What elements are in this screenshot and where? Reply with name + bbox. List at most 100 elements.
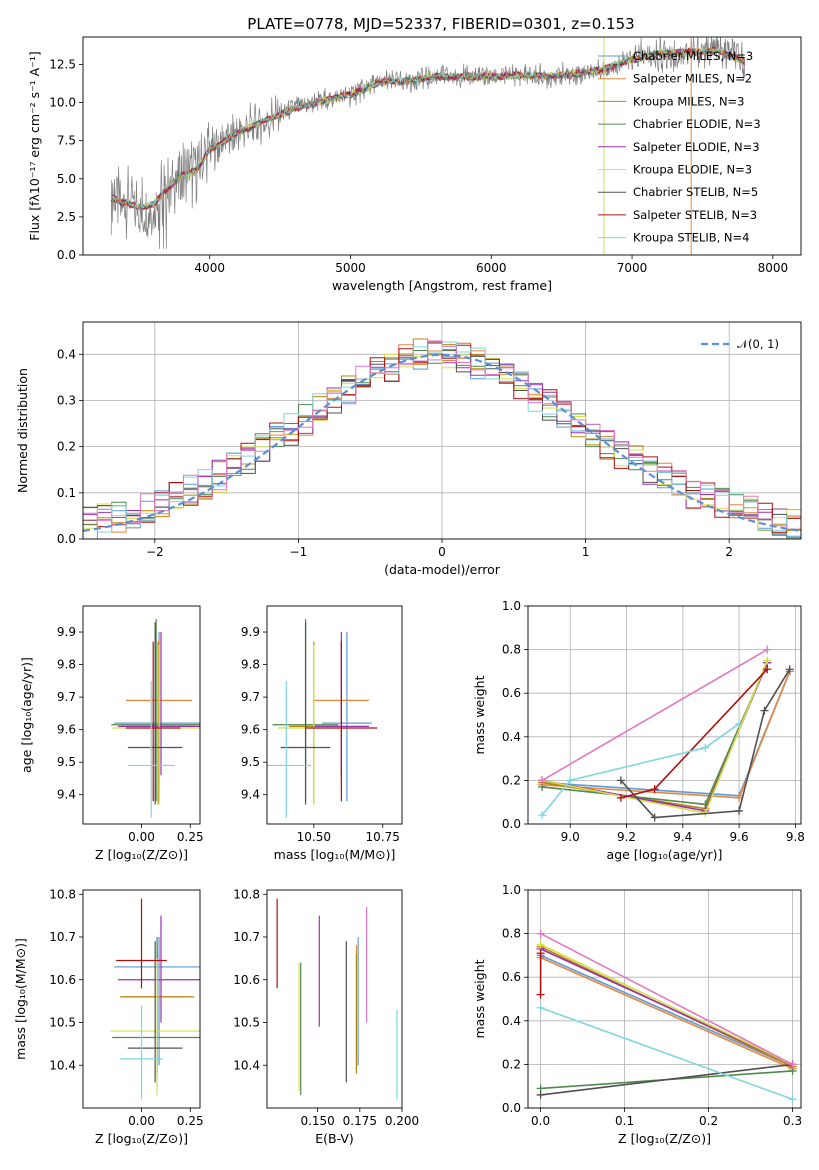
- weight-series-line: [540, 932, 793, 1066]
- x-tick-label: 7000: [617, 261, 648, 275]
- weight-point-marker: [536, 1003, 545, 1012]
- weight-point-marker: [650, 785, 659, 794]
- y-tick-label: 10.8: [233, 887, 260, 901]
- x-tick-label: 6000: [476, 261, 507, 275]
- x-tick-label: −1: [290, 545, 308, 559]
- x-tick-label: 9.6: [730, 830, 749, 844]
- x-tick-label: 9.2: [617, 830, 636, 844]
- data-point: [322, 632, 372, 802]
- chart-mass-weight-vs-Z: 0.0 0.1 0.2 0.3 0.0 0.2 0.4 0.6 0.8 1.0 Z [log₁₀(Z…: [472, 883, 802, 1146]
- axes-frame: [266, 605, 403, 825]
- legend-label: Kroupa STELIB, N=4: [633, 231, 750, 245]
- weight-point-marker: [650, 813, 659, 822]
- data-point: [125, 641, 181, 802]
- y-tick-label: 9.8: [241, 658, 260, 672]
- weight-point-marker: [536, 929, 545, 938]
- chart-mass-vs-Z: 0.00 0.25 10.4 10.5 10.6 10.7 10.8 Z [log₁₀(Z/Z…: [13, 887, 204, 1146]
- weight-point-marker: [616, 793, 625, 802]
- y-tick-label: 10.4: [49, 1058, 76, 1072]
- y-axis-label: Flux [fλ10⁻¹⁷ erg cm⁻² s⁻¹ A⁻¹]: [27, 51, 42, 240]
- x-tick-label: 9.8: [786, 830, 805, 844]
- plot-area: [111, 619, 200, 818]
- y-tick-label: 10.8: [49, 887, 76, 901]
- y-tick-label: 0.0: [57, 248, 76, 262]
- data-point: [127, 622, 183, 805]
- data-point: [118, 632, 200, 776]
- x-tick-label: 5000: [335, 261, 366, 275]
- x-tick-label: −2: [146, 545, 164, 559]
- weight-series-line: [540, 954, 793, 1068]
- weight-series-line: [542, 662, 768, 806]
- figure-title: PLATE=0778, MJD=52337, FIBERID=0301, z=0…: [247, 15, 634, 33]
- x-tick-label: 10.50: [297, 830, 331, 844]
- y-tick-label: 10.6: [49, 973, 76, 987]
- y-tick-label: 0.1: [57, 486, 76, 500]
- weight-point-marker: [735, 719, 744, 728]
- chart-mass-weight-vs-age: 9.0 9.2 9.4 9.6 9.8 0.0 0.2 0.4 0.6 0.8 1.0 age [lo…: [472, 599, 805, 862]
- y-tick-label: 0.4: [57, 347, 76, 361]
- legend-label: Chabrier ELODIE, N=3: [633, 117, 761, 131]
- y-tick-label: 0.8: [502, 927, 521, 941]
- x-tick-label: 0.3: [783, 1114, 802, 1128]
- plot-area: [110, 37, 746, 255]
- residual-histogram-step: [83, 341, 801, 533]
- x-tick-label: 9.4: [673, 830, 692, 844]
- weight-series-line: [540, 943, 793, 1066]
- chart-spectrum: 4000 5000 6000 7000 8000 0.0 2.5 5.0 7.5 10.0 12.5…: [27, 36, 802, 293]
- y-tick-label: 0.6: [502, 970, 521, 984]
- y-tick-label: 9.9: [241, 625, 260, 639]
- weight-point-marker: [566, 776, 575, 785]
- x-tick-label: 0.150: [300, 1114, 334, 1128]
- y-axis-label: age [log₁₀(age/yr)]: [19, 657, 34, 773]
- weight-point-marker: [538, 811, 547, 820]
- x-axis-label: E(B-V): [315, 1131, 354, 1146]
- model-spectrum-line: [110, 47, 745, 211]
- y-tick-label: 9.7: [57, 690, 76, 704]
- legend-label: Salpeter STELIB, N=3: [633, 208, 757, 222]
- y-tick-label: 0.2: [502, 1057, 521, 1071]
- spectrum-legend: Chabrier MILES, N=3 Salpeter MILES, N=2 Kr…: [598, 49, 761, 245]
- plot-area: [110, 898, 200, 1100]
- y-tick-label: 0.0: [502, 817, 521, 831]
- weight-series-line: [540, 1006, 793, 1101]
- y-tick-label: 10.7: [233, 930, 260, 944]
- weight-point-marker: [536, 949, 545, 958]
- y-tick-label: 0.0: [57, 532, 76, 546]
- y-tick-label: 9.7: [241, 690, 260, 704]
- x-tick-label: 0.00: [128, 1114, 155, 1128]
- data-point: [127, 680, 175, 818]
- x-tick-label: 0.25: [177, 1114, 204, 1128]
- data-point: [280, 622, 331, 805]
- weight-point-marker: [763, 665, 772, 674]
- weight-point-marker: [785, 665, 794, 674]
- data-point: [110, 958, 200, 1096]
- axes-frame: [266, 889, 403, 1109]
- y-tick-label: 0.0: [502, 1101, 521, 1115]
- weight-series-line: [540, 956, 793, 1070]
- x-axis-label: mass [log₁₀(M/M⊙)]: [274, 847, 396, 862]
- x-tick-label: 0.25: [177, 830, 204, 844]
- weight-point-marker: [760, 706, 769, 715]
- axes-frame: [82, 605, 201, 825]
- plot-area: [267, 619, 378, 818]
- chart-residuals: 𝒩(0, 1) −2 −1 0 1 2 0.0 0.1 0.2 0.3 0.4 (data-model…: [15, 321, 802, 577]
- axes-frame: [527, 889, 802, 1109]
- weight-point-marker: [701, 743, 710, 752]
- x-tick-label: 0.1: [615, 1114, 634, 1128]
- y-tick-label: 0.8: [502, 643, 521, 657]
- data-point: [111, 619, 200, 802]
- weight-point-marker: [788, 1060, 797, 1069]
- y-tick-label: 10.4: [233, 1058, 260, 1072]
- y-tick-label: 12.5: [49, 57, 76, 71]
- weight-series-line: [540, 1063, 793, 1096]
- weight-point-marker: [536, 1090, 545, 1099]
- gaussian-reference-line: [83, 353, 801, 532]
- y-tick-label: 9.4: [57, 788, 76, 802]
- weight-point-marker: [536, 990, 545, 999]
- x-tick-label: 0.200: [385, 1114, 419, 1128]
- y-tick-label: 1.0: [502, 599, 521, 613]
- x-tick-label: 0.175: [343, 1114, 377, 1128]
- axes-frame: [527, 605, 802, 825]
- chart-mass-vs-ebv: 0.150 0.175 0.200 10.4 10.5 10.6 10.7 10.8 E(B-V…: [233, 887, 419, 1146]
- data-point: [305, 641, 378, 802]
